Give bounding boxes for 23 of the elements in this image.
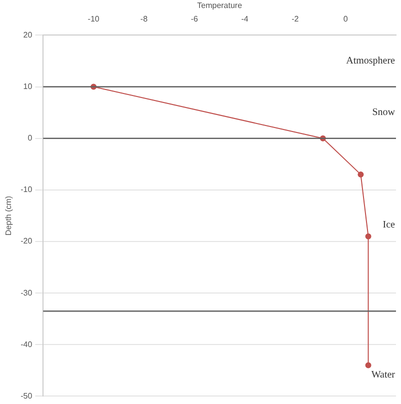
y-tick-label: -50 [20,391,33,400]
point [358,171,364,178]
annotation: Atmosphere [346,56,396,67]
y-tick-label: -10 [20,185,33,194]
y-tick-label: 0 [28,134,33,143]
y-tick-label: -40 [20,340,33,349]
annotation: Ice [382,219,396,230]
annotation: Snow [372,107,396,118]
x-tick-label: -4 [241,14,249,24]
y-axis-title: Depth (cm) [4,196,14,236]
y-tick-label: -30 [20,288,33,298]
x-tick-label: -2 [292,14,300,24]
x-axis-title: Temperature [197,1,243,10]
x-tick-label: -8 [140,14,148,24]
point [365,233,372,240]
y-tick-label: 10 [23,82,33,91]
point [365,362,372,368]
y-tick-label: -20 [20,236,33,246]
x-tick-label: -10 [88,14,100,24]
annotation: Water [371,370,396,381]
x-tick-label: 0 [343,14,348,24]
y-tick-label: 20 [23,30,33,40]
x-tick-label: -6 [190,14,198,24]
